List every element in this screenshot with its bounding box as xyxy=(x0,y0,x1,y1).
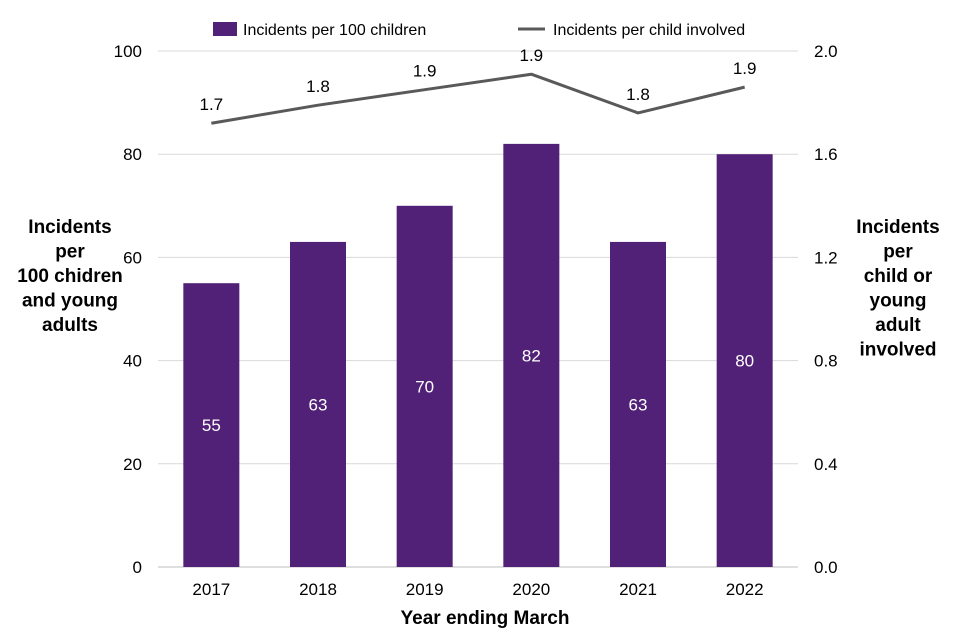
right-tick-label: 1.2 xyxy=(814,248,838,267)
line-value-labels: 1.7 1.8 1.9 1.9 1.8 1.9 xyxy=(200,46,757,114)
axis-title-line: per xyxy=(55,242,85,263)
x-tick-label: 2019 xyxy=(406,580,444,599)
line-value-label: 1.9 xyxy=(520,46,544,65)
left-tick-label: 60 xyxy=(123,248,142,267)
legend-bar-label: Incidents per 100 children xyxy=(243,22,426,39)
bar-value-label: 63 xyxy=(309,395,328,414)
axis-title-line: 100 chidren xyxy=(17,266,123,287)
right-axis-ticks: 0.0 0.4 0.8 1.2 1.6 2.0 xyxy=(814,42,838,577)
axis-title-line: per xyxy=(883,242,913,263)
bar-value-label: 63 xyxy=(629,395,648,414)
x-tick-label: 2021 xyxy=(619,580,657,599)
bar xyxy=(503,143,560,567)
x-axis-ticks: 2017 2018 2019 2020 2021 2022 xyxy=(192,580,763,599)
x-tick-label: 2022 xyxy=(726,580,764,599)
axis-title-line: involved xyxy=(859,340,936,361)
axis-title-line: and young xyxy=(22,291,118,312)
left-tick-label: 40 xyxy=(123,352,142,371)
axis-title-line: Incidents xyxy=(28,217,111,238)
bar xyxy=(183,283,240,567)
line-value-label: 1.9 xyxy=(413,62,437,81)
series-line xyxy=(211,72,746,125)
x-tick-label: 2017 xyxy=(192,580,230,599)
bar-value-label: 55 xyxy=(202,416,221,435)
axis-title-line: adults xyxy=(42,315,98,336)
bar-value-label: 70 xyxy=(415,377,434,396)
left-axis-ticks: 0 20 40 60 80 100 xyxy=(114,42,142,577)
x-tick-label: 2020 xyxy=(512,580,550,599)
right-axis-title: Incidents per child or young adult involved xyxy=(856,217,939,361)
line-value-label: 1.8 xyxy=(626,85,650,104)
right-tick-label: 2.0 xyxy=(814,42,838,61)
line-series xyxy=(211,72,746,125)
left-tick-label: 0 xyxy=(133,558,142,577)
line-value-label: 1.8 xyxy=(306,77,330,96)
line-value-label: 1.7 xyxy=(200,95,224,114)
axis-title-line: adult xyxy=(875,315,921,336)
gridlines xyxy=(158,50,798,568)
axis-title-line: young xyxy=(870,291,927,312)
axis-title-line: Incidents xyxy=(856,217,939,238)
right-tick-label: 1.6 xyxy=(814,145,838,164)
axis-title-line: child or xyxy=(864,266,933,287)
bar xyxy=(290,241,346,568)
line-value-label: 1.9 xyxy=(733,59,757,78)
bar-value-label: 80 xyxy=(735,352,754,371)
left-tick-label: 80 xyxy=(123,145,142,164)
right-tick-label: 0.0 xyxy=(814,558,838,577)
legend: Incidents per 100 children Incidents per… xyxy=(213,22,745,39)
bar-value-label: 82 xyxy=(522,346,541,365)
bar xyxy=(716,154,773,567)
left-tick-label: 20 xyxy=(123,455,142,474)
left-tick-label: 100 xyxy=(114,42,142,61)
legend-bar-swatch xyxy=(213,22,237,36)
legend-line-label: Incidents per child involved xyxy=(553,22,745,39)
left-axis-title: Incidents per 100 chidren and young adults xyxy=(17,217,123,336)
bar-series xyxy=(183,143,773,568)
bar xyxy=(396,205,453,568)
right-tick-label: 0.4 xyxy=(814,455,838,474)
right-tick-label: 0.8 xyxy=(814,352,838,371)
bar xyxy=(610,241,666,568)
x-axis-title: Year ending March xyxy=(401,608,570,629)
x-tick-label: 2018 xyxy=(299,580,337,599)
bar-value-labels: 55 63 70 82 63 80 xyxy=(202,346,754,435)
